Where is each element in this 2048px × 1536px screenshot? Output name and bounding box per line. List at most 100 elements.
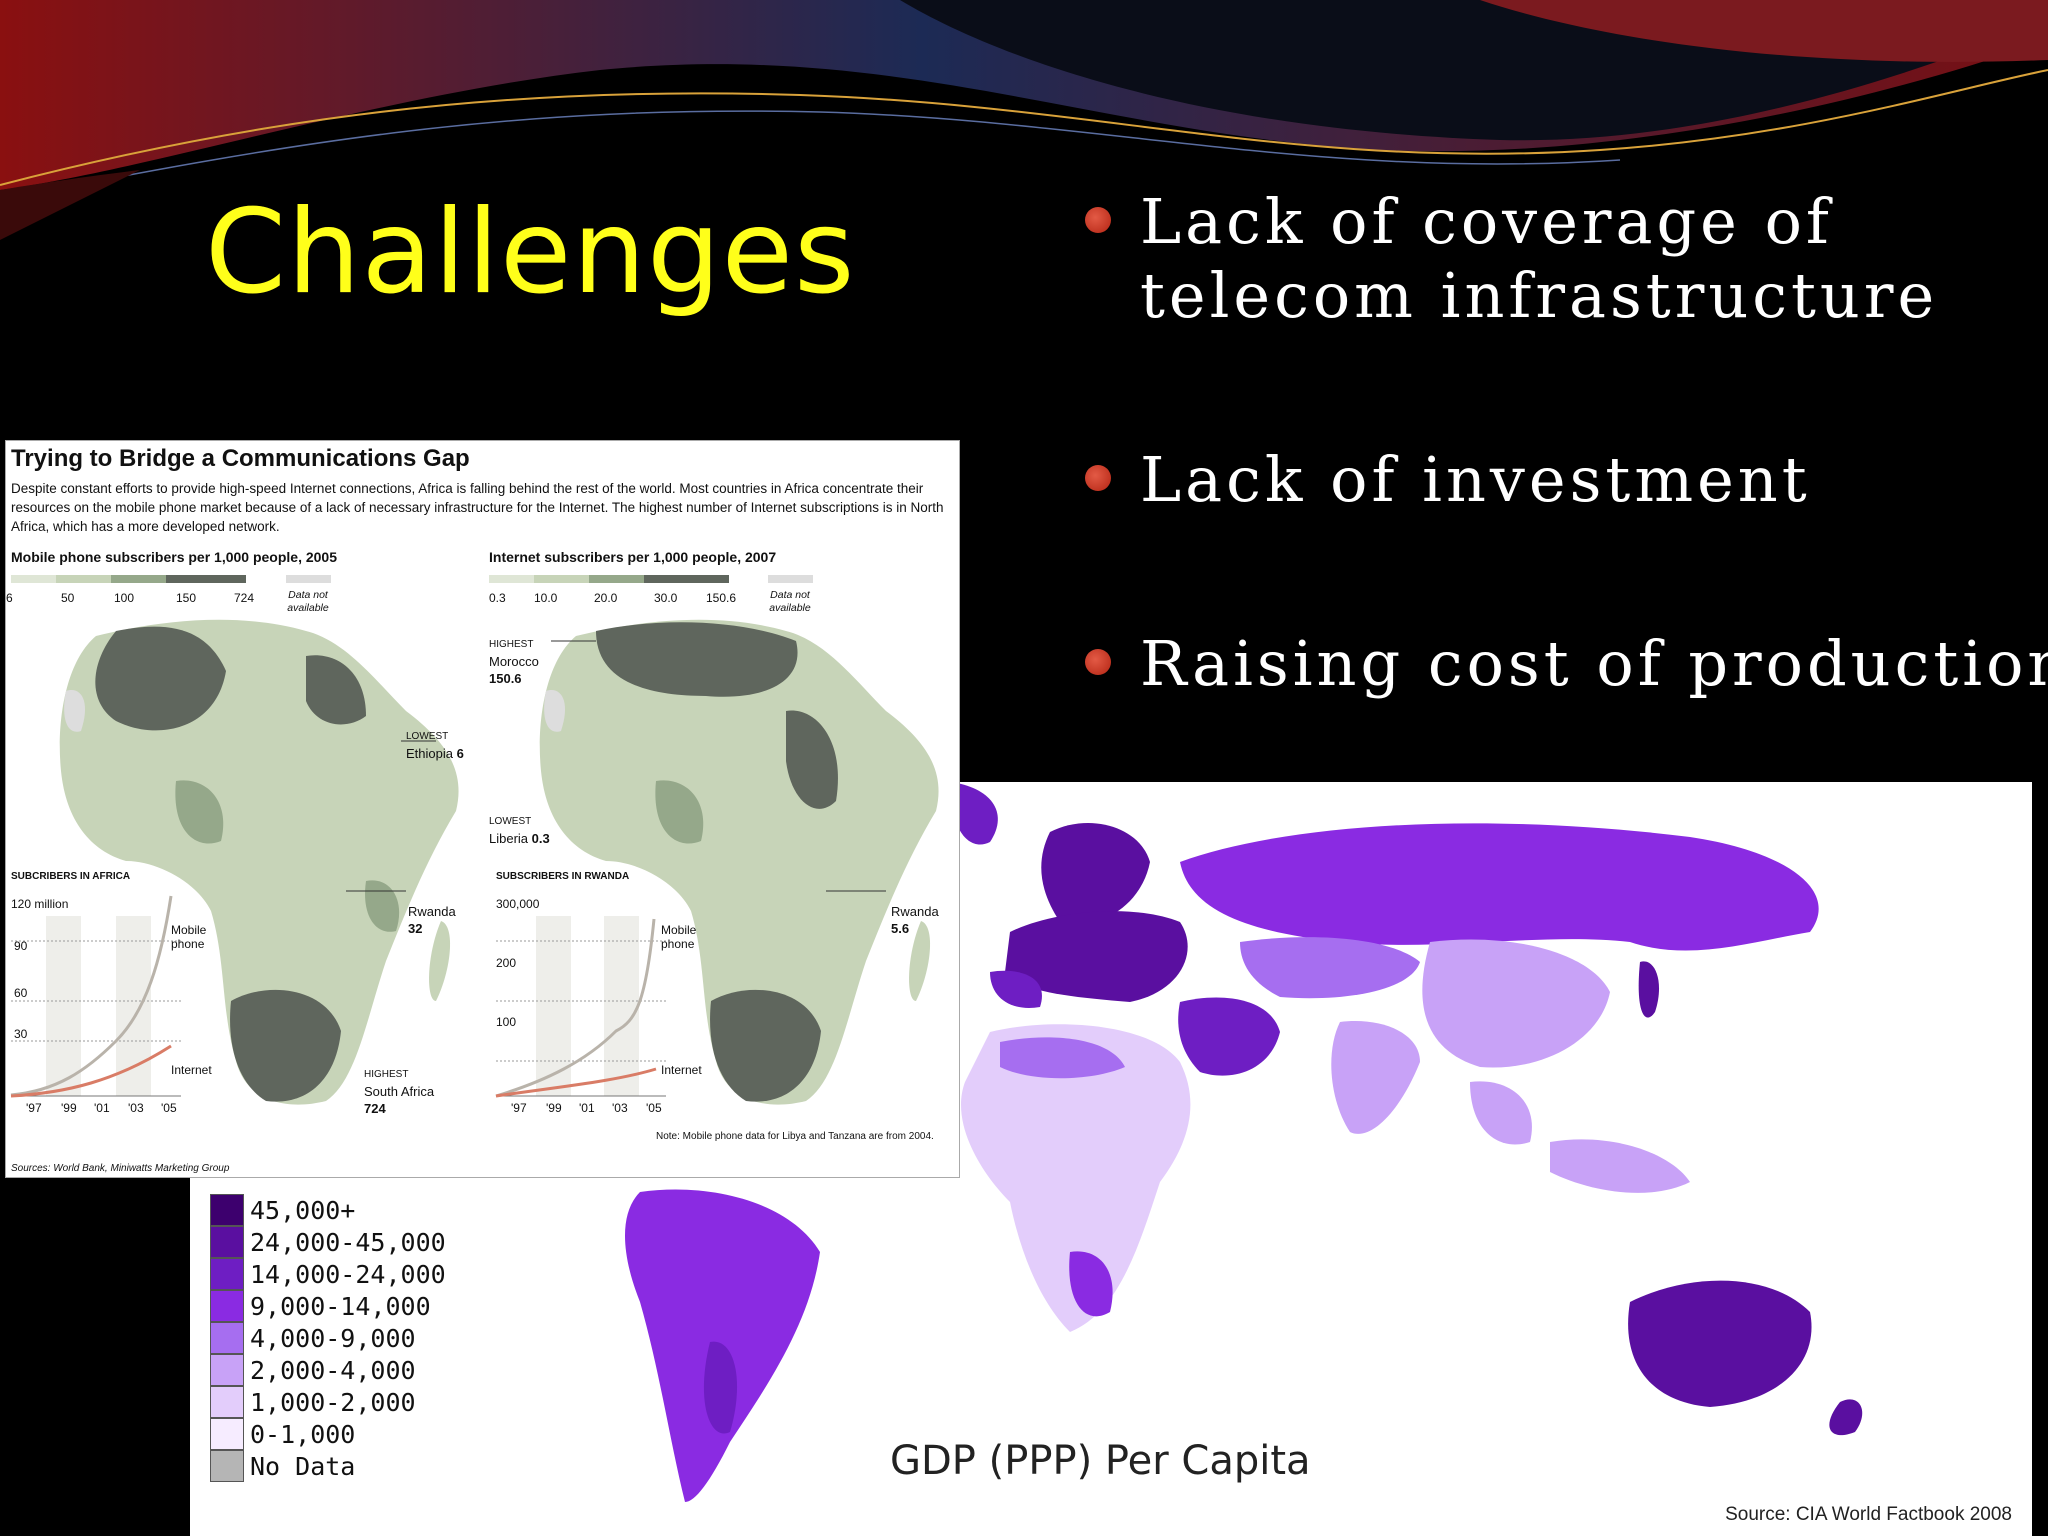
- internet-not-available: Data not available: [769, 589, 811, 614]
- callout-country: Rwanda: [891, 904, 939, 919]
- gdp-legend: 45,000+ 24,000-45,000 14,000-24,000 9,000-1…: [210, 1194, 446, 1482]
- legend-swatch: [210, 1226, 244, 1258]
- africa-chart-heading: SUBCRIBERS IN AFRICA: [11, 871, 131, 882]
- mobile-scale-label: 6: [6, 591, 13, 605]
- rwanda-chart-mobile-label: Mobile phone: [661, 923, 697, 951]
- legend-swatch: [210, 1386, 244, 1418]
- legend-row: 24,000-45,000: [210, 1226, 446, 1258]
- legend-label: 2,000-4,000: [250, 1355, 416, 1385]
- africa-chart-ytick: 90: [14, 939, 28, 953]
- rwanda-chart-xtick: '97: [511, 1101, 527, 1115]
- internet-scale-label: 150.6: [706, 591, 737, 605]
- legend-row: 14,000-24,000: [210, 1258, 446, 1290]
- internet-scale-label: 0.3: [489, 591, 506, 605]
- slide-title: Challenges: [205, 185, 856, 320]
- bullet-text: Lack of coverage of telecom infrastructu…: [1140, 185, 1939, 332]
- world-map-shapes: [625, 782, 1863, 1502]
- map-source: Source: CIA World Factbook 2008: [1725, 1504, 2012, 1525]
- header-swoosh-decoration: [0, 0, 2048, 240]
- africa-chart-internet-label: Internet: [171, 1063, 212, 1077]
- mobile-scale-bar: [11, 575, 331, 583]
- legend-label: 24,000-45,000: [250, 1227, 446, 1257]
- africa-chart-xtick: '99: [61, 1101, 77, 1115]
- callout-value: 32: [408, 921, 423, 936]
- legend-label: No Data: [250, 1451, 356, 1481]
- rwanda-chart-internet-label: Internet: [661, 1063, 702, 1077]
- mobile-lowest-callout: LOWEST Ethiopia 6: [406, 728, 464, 762]
- africa-chart-xtick: '01: [94, 1101, 110, 1115]
- africa-chart-mobile-label: Mobile phone: [171, 923, 207, 951]
- legend-row: 45,000+: [210, 1194, 446, 1226]
- mobile-scale-label: 150: [176, 591, 197, 605]
- callout-value: 5.6: [891, 921, 910, 936]
- africa-subscribers-chart: [10, 895, 181, 1098]
- legend-row: 4,000-9,000: [210, 1322, 446, 1354]
- africa-map-internet: [539, 619, 939, 1105]
- rwanda-chart-ytick: 200: [496, 956, 517, 970]
- legend-label: 45,000+: [250, 1195, 356, 1225]
- legend-row: 2,000-4,000: [210, 1354, 446, 1386]
- internet-scale-label: 10.0: [534, 591, 558, 605]
- internet-rwanda-callout: Rwanda 5.6: [891, 903, 939, 937]
- callout-country: Liberia: [489, 831, 529, 846]
- internet-map-heading: Internet subscribers per 1,000 people, 2…: [489, 549, 777, 565]
- callout-value: 6: [456, 746, 464, 761]
- africa-chart-xtick: '05: [161, 1101, 177, 1115]
- rwanda-chart-heading: SUBSCRIBERS IN RWANDA: [496, 871, 630, 882]
- mobile-highest-callout: HIGHEST South Africa 724: [364, 1066, 434, 1117]
- mobile-not-available: Data not available: [287, 589, 329, 614]
- rwanda-chart-xtick: '03: [612, 1101, 628, 1115]
- legend-label: 14,000-24,000: [250, 1259, 446, 1289]
- callout-label: LOWEST: [489, 816, 532, 827]
- africa-chart-ytick: 60: [14, 986, 28, 1000]
- internet-scale-label: 30.0: [654, 591, 678, 605]
- legend-swatch: [210, 1418, 244, 1450]
- legend-row: 0-1,000: [210, 1418, 446, 1450]
- bullet-text: Raising cost of production: [1140, 627, 2048, 700]
- mobile-scale-label: 100: [114, 591, 135, 605]
- rwanda-chart-xtick: '99: [546, 1101, 562, 1115]
- legend-swatch: [210, 1194, 244, 1226]
- africa-chart-xtick: '97: [26, 1101, 42, 1115]
- mobile-map-heading: Mobile phone subscribers per 1,000 peopl…: [11, 549, 338, 565]
- internet-scale-label: 20.0: [594, 591, 618, 605]
- graphic-title: Trying to Bridge a Communications Gap: [11, 445, 470, 472]
- legend-swatch: [210, 1290, 244, 1322]
- callout-country: Rwanda: [408, 904, 456, 919]
- graphic-intro: Despite constant efforts to provide high…: [11, 481, 944, 534]
- callout-label: LOWEST: [406, 731, 449, 742]
- legend-label: 0-1,000: [250, 1419, 356, 1449]
- legend-label: 1,000-2,000: [250, 1387, 416, 1417]
- rwanda-chart-xtick: '05: [646, 1101, 662, 1115]
- rwanda-chart-ytick: 300,000: [496, 897, 540, 911]
- callout-country: Ethiopia: [406, 746, 453, 761]
- bullet-icon: [1085, 649, 1111, 675]
- legend-swatch: [210, 1354, 244, 1386]
- graphic-sources: Sources: World Bank, Miniwatts Marketing…: [11, 1163, 230, 1174]
- africa-chart-ytick: 30: [14, 1027, 28, 1041]
- callout-label: HIGHEST: [489, 639, 534, 650]
- rwanda-subscribers-chart: [495, 916, 666, 1098]
- legend-label: 4,000-9,000: [250, 1323, 416, 1353]
- africa-map-mobile: [59, 619, 459, 1105]
- callout-value: 724: [364, 1101, 386, 1116]
- bullet-text: Lack of investment: [1140, 443, 1811, 516]
- legend-swatch: [210, 1258, 244, 1290]
- legend-label: 9,000-14,000: [250, 1291, 431, 1321]
- bullet-icon: [1085, 207, 1111, 233]
- legend-swatch: [210, 1450, 244, 1482]
- internet-highest-callout: HIGHEST Morocco 150.6: [489, 636, 539, 687]
- callout-label: HIGHEST: [364, 1069, 409, 1080]
- graphic-note: Note: Mobile phone data for Libya and Ta…: [656, 1131, 934, 1142]
- callout-country: Morocco: [489, 654, 539, 669]
- map-title: GDP (PPP) Per Capita: [890, 1438, 1311, 1484]
- mobile-scale-label: 50: [61, 591, 75, 605]
- legend-row: 9,000-14,000: [210, 1290, 446, 1322]
- africa-chart-ytick: 120 million: [11, 897, 69, 911]
- legend-row: No Data: [210, 1450, 446, 1482]
- internet-lowest-callout: LOWEST Liberia 0.3: [489, 813, 550, 847]
- internet-scale-bar: [489, 575, 813, 583]
- callout-value: 0.3: [531, 831, 550, 846]
- callout-value: 150.6: [489, 671, 522, 686]
- rwanda-chart-xtick: '01: [579, 1101, 595, 1115]
